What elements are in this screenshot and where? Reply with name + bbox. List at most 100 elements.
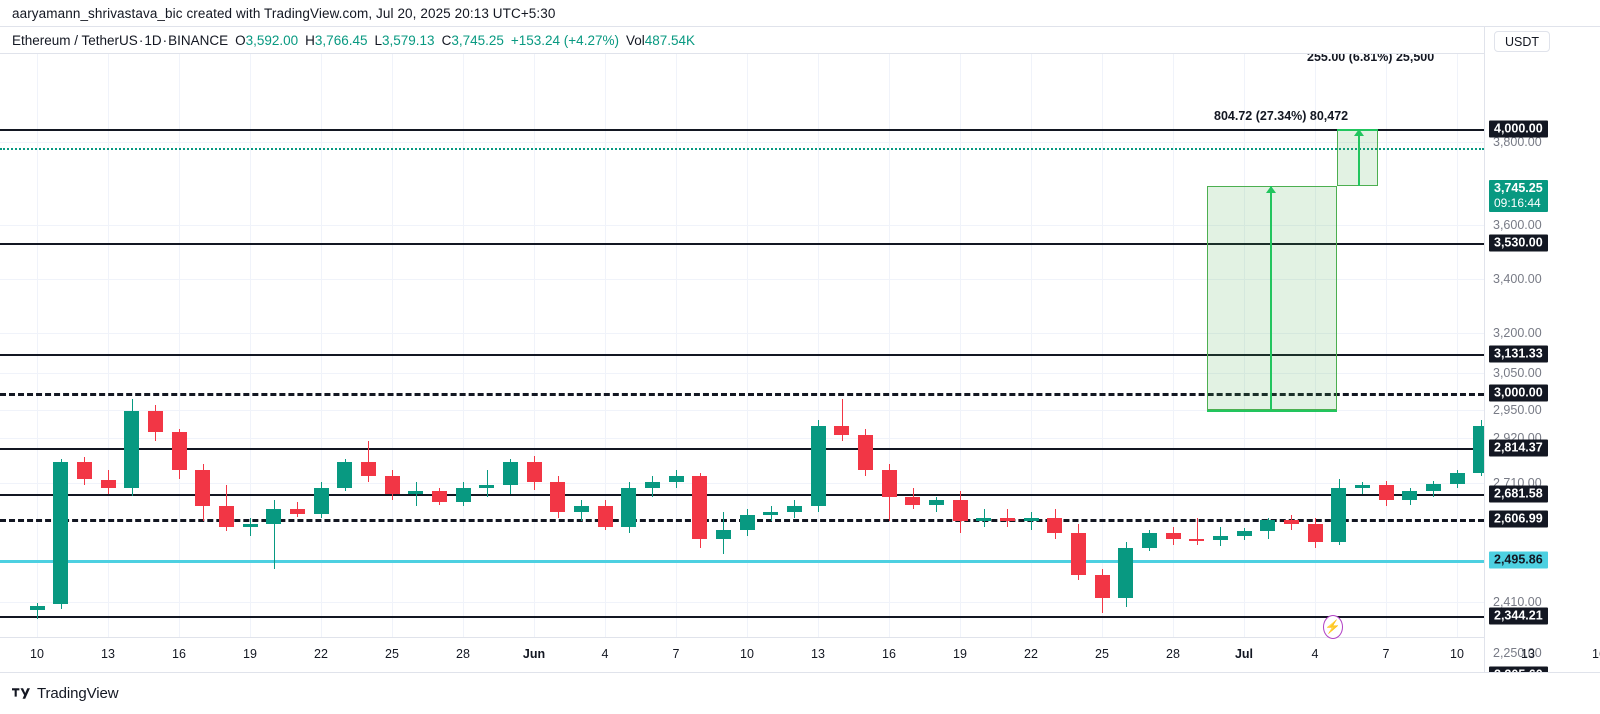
lightning-bolt-icon[interactable]: ⚡ — [1323, 615, 1343, 639]
vertical-gridline — [818, 54, 819, 637]
change-value: +153.24 (+4.27%) — [510, 32, 619, 48]
symbol-name[interactable]: Ethereum / TetherUS — [12, 32, 138, 48]
time-axis-tick: 13 — [811, 647, 825, 661]
price-level-line[interactable] — [0, 494, 1484, 496]
tradingview-logo[interactable]: TradingView — [12, 685, 119, 702]
candle-body — [408, 491, 424, 495]
price-level-axis-pill[interactable]: 2,606.99 — [1489, 510, 1548, 528]
position-profit-box-lower[interactable] — [1207, 186, 1337, 410]
price-axis-tick: 3,200.00 — [1493, 326, 1542, 340]
candle-body — [952, 500, 968, 521]
candle-body — [715, 529, 731, 539]
time-scale[interactable]: 10 13 16 19 22 25 28 Jun 4 7 10 13 16 19 22 25 28 Jul 4 7 10… — [0, 637, 1600, 672]
close-value: 3,745.25 — [451, 32, 504, 48]
currency-badge[interactable]: USDT — [1494, 31, 1550, 52]
price-level-axis-pill[interactable]: 3,131.33 — [1489, 345, 1548, 363]
current-price-value: 3,745.25 — [1494, 181, 1543, 195]
price-level-line[interactable] — [0, 354, 1484, 356]
price-axis-tick: 2,950.00 — [1493, 403, 1542, 417]
vertical-gridline — [534, 54, 535, 637]
candle-body — [195, 470, 211, 507]
price-level-line[interactable] — [0, 616, 1484, 618]
candle-body — [384, 476, 400, 495]
price-level-axis-pill[interactable]: 2,205.60 — [1489, 666, 1548, 672]
price-level-line[interactable] — [0, 448, 1484, 450]
candle-body — [763, 512, 779, 516]
position-arrow-upper[interactable] — [1358, 129, 1360, 186]
candle-body — [1260, 519, 1276, 532]
position-entry-line[interactable] — [1207, 410, 1337, 412]
candle-body — [1402, 491, 1418, 501]
candle-body — [692, 476, 708, 539]
time-axis-tick: Jun — [522, 647, 546, 661]
price-level-axis-pill[interactable]: 3,530.00 — [1489, 234, 1548, 252]
candle-body — [266, 509, 282, 524]
time-axis-tick: 16 — [1592, 647, 1600, 661]
price-axis-tick: 3,600.00 — [1493, 218, 1542, 232]
attribution-text: aaryamann_shrivastava_bic created with T… — [12, 5, 556, 21]
candle-body — [1378, 485, 1394, 501]
interval-label[interactable]: 1D — [144, 32, 162, 48]
time-axis-tick: 16 — [882, 647, 896, 661]
price-level-line[interactable] — [0, 147, 1484, 150]
price-axis-tick: 2,410.00 — [1493, 595, 1542, 609]
horizontal-gridline — [0, 142, 1484, 143]
candle-body — [1283, 519, 1299, 524]
candle-body — [1212, 535, 1228, 541]
candle-body — [834, 425, 850, 435]
vertical-gridline — [676, 54, 677, 637]
vertical-gridline — [1173, 54, 1174, 637]
candle-body — [905, 497, 921, 505]
chart-pane[interactable]: 255.00 (6.81%) 25,500 804.72 (27.34%) 80,… — [0, 54, 1484, 637]
price-level-line[interactable] — [0, 129, 1484, 131]
price-scale[interactable]: USDT 3,800.00 3,600.00 3,400.00 3,200.00 3,0… — [1484, 27, 1600, 672]
candle-body — [1189, 538, 1205, 541]
candle-wick — [250, 518, 251, 536]
horizontal-gridline — [0, 410, 1484, 411]
price-level-axis-pill[interactable]: 4,000.00 — [1489, 120, 1548, 138]
candle-body — [881, 470, 897, 498]
high-label: H — [305, 32, 315, 48]
exchange-label[interactable]: BINANCE — [168, 32, 229, 48]
candle-body — [1425, 483, 1441, 492]
vertical-gridline — [1244, 54, 1245, 637]
horizontal-gridline — [0, 279, 1484, 280]
price-level-axis-pill[interactable]: 3,000.00 — [1489, 384, 1548, 402]
candle-body — [1070, 532, 1086, 575]
bar-countdown-value: 09:16:44 — [1494, 196, 1541, 210]
horizontal-gridline — [0, 225, 1484, 226]
candle-body — [999, 518, 1015, 521]
candle-body — [218, 506, 234, 527]
candle-body — [810, 425, 826, 507]
vertical-gridline — [1386, 54, 1387, 637]
candle-body — [1141, 532, 1157, 548]
price-level-line[interactable] — [0, 243, 1484, 245]
price-level-axis-pill[interactable]: 2,681.58 — [1489, 485, 1548, 503]
tradingview-logo-text: TradingView — [37, 685, 119, 702]
horizontal-gridline — [0, 373, 1484, 374]
position-arrow-lower[interactable] — [1270, 186, 1272, 410]
candle-body — [502, 461, 518, 486]
position-arrow-lower-head — [1266, 186, 1276, 193]
vertical-gridline — [37, 54, 38, 637]
position-annotation-label: 255.00 (6.81%) 25,500 — [1307, 54, 1435, 64]
candle-body — [455, 488, 471, 502]
price-level-line[interactable] — [0, 560, 1484, 563]
time-axis-tick: 22 — [1024, 647, 1038, 661]
price-level-axis-pill[interactable]: 2,344.21 — [1489, 607, 1548, 625]
price-level-axis-pill[interactable]: 2,814.37 — [1489, 439, 1548, 457]
price-level-axis-pill[interactable]: 2,495.86 — [1489, 551, 1548, 569]
vertical-gridline — [108, 54, 109, 637]
candle-body — [1354, 485, 1370, 489]
legend-separator-1: · — [138, 32, 144, 48]
position-target-line[interactable] — [1337, 129, 1378, 131]
volume-value: 487.54K — [644, 32, 696, 48]
candle-body — [1023, 518, 1039, 521]
candle-body — [242, 523, 258, 527]
vertical-gridline — [321, 54, 322, 637]
price-level-line[interactable] — [0, 393, 1484, 396]
current-price-pill[interactable]: 3,745.25 09:16:44 — [1489, 180, 1548, 212]
candle-body — [29, 605, 45, 611]
time-axis-tick: 28 — [456, 647, 470, 661]
